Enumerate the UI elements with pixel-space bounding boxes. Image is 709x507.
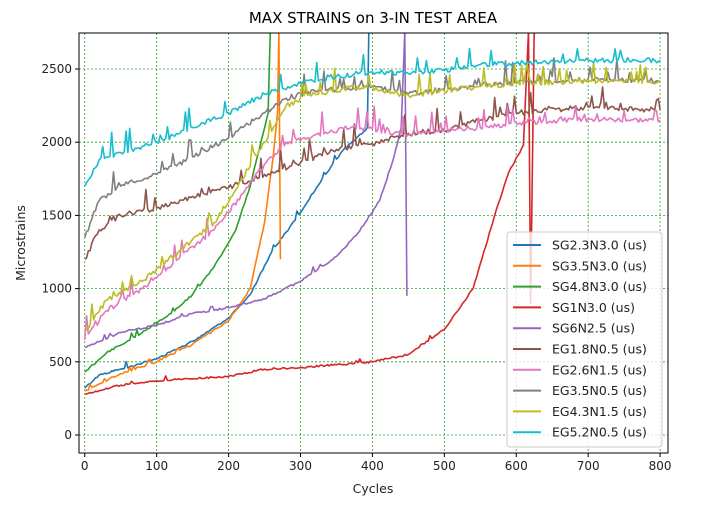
x-tick-label: 400	[361, 459, 384, 473]
series-line	[84, 33, 370, 389]
legend-box	[506, 231, 663, 448]
legend: SG2.3N3.0 (us) SG3.5N3.0 (us) SG4.8N3.0 (u…	[506, 231, 663, 448]
x-axis-label: Cycles	[353, 481, 394, 496]
series-line	[84, 33, 272, 373]
chart-title: MAX STRAINS on 3-IN TEST AREA	[249, 9, 498, 27]
x-axis: 0 100 200 300 400 500 600 700 800	[81, 453, 672, 473]
plot-frame	[78, 32, 669, 454]
series-line	[84, 33, 282, 392]
legend-label: EG3.5N0.5 (us)	[552, 383, 647, 398]
series-line	[84, 33, 408, 348]
x-tick-label: 300	[289, 459, 312, 473]
series-lines	[84, 33, 661, 395]
legend-label: EG4.3N1.5 (us)	[552, 404, 647, 419]
y-tick-label: 2000	[41, 135, 72, 149]
x-tick-label: 600	[505, 459, 528, 473]
x-tick-label: 700	[577, 459, 600, 473]
series-line	[84, 33, 535, 395]
legend-label: SG1N3.0 (us)	[552, 300, 635, 315]
x-tick-label: 0	[81, 459, 89, 473]
x-tick-label: 100	[145, 459, 168, 473]
series-line	[84, 105, 661, 340]
legend-label: SG2.3N3.0 (us)	[552, 238, 647, 253]
x-tick-label: 200	[217, 459, 240, 473]
legend-label: SG4.8N3.0 (us)	[552, 279, 647, 294]
y-tick-label: 500	[49, 355, 72, 369]
x-tick-label: 800	[649, 459, 672, 473]
y-tick-label: 2500	[41, 62, 72, 76]
series-line	[84, 47, 661, 187]
legend-label: SG6N2.5 (us)	[552, 321, 635, 336]
legend-label: SG3.5N3.0 (us)	[552, 258, 647, 273]
series-line	[84, 86, 661, 260]
y-tick-label: 1500	[41, 208, 72, 222]
series-line	[84, 61, 661, 333]
y-tick-label: 0	[64, 428, 72, 442]
y-tick-label: 1000	[41, 282, 72, 296]
y-axis-label: Microstrains	[13, 205, 28, 281]
legend-label: EG5.2N0.5 (us)	[552, 425, 647, 440]
x-tick-label: 500	[433, 459, 456, 473]
legend-label: EG2.6N1.5 (us)	[552, 362, 647, 377]
y-axis: 0 500 1000 1500 2000 2500	[41, 62, 79, 442]
legend-label: EG1.8N0.5 (us)	[552, 342, 647, 357]
